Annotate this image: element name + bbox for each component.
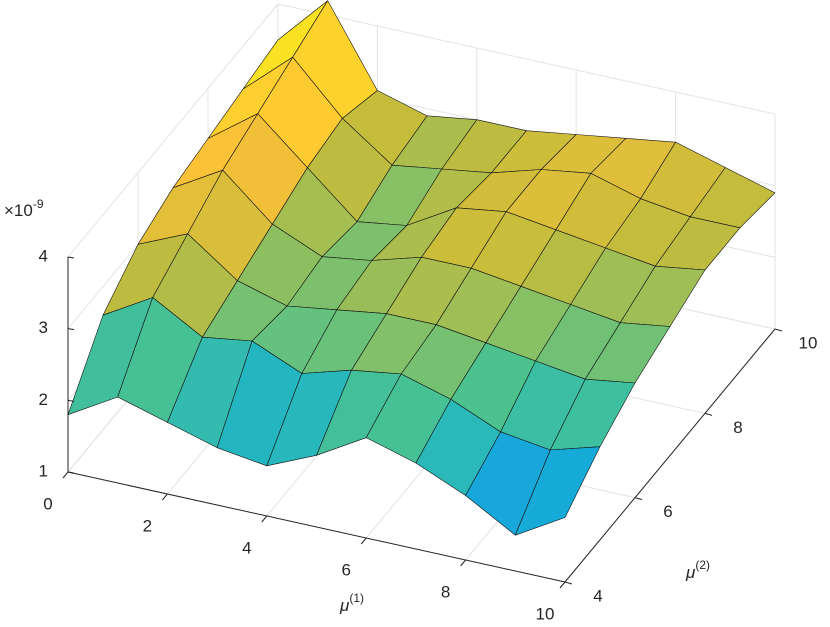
x-axis-label: μ(1)	[339, 591, 364, 615]
x-tick-label: 0	[43, 494, 52, 513]
x-tick	[559, 581, 566, 589]
y-tick-label: 6	[663, 502, 672, 521]
z-scale-exp: -9	[33, 197, 44, 211]
y-label-sup: (2)	[695, 558, 710, 572]
x-label-sup: (1)	[349, 591, 364, 605]
x-tick-label: 6	[341, 560, 350, 579]
x-tick	[62, 471, 69, 479]
y-tick-label: 4	[593, 586, 602, 605]
x-tick-label: 4	[242, 538, 251, 557]
z-tick	[67, 471, 75, 474]
z-scale-base: ×10	[4, 201, 33, 220]
x-tick	[360, 537, 367, 545]
y-tick	[564, 581, 573, 585]
y-label-base: μ	[685, 563, 696, 582]
x-label-base: μ	[339, 596, 350, 615]
x-tick	[261, 515, 268, 523]
z-tick	[67, 399, 75, 402]
x-tick-label: 10	[536, 604, 555, 623]
z-tick-label: 1	[39, 461, 48, 480]
y-tick-label: 8	[733, 418, 742, 437]
z-tick-label: 2	[39, 390, 48, 409]
grid-line	[67, 3, 279, 258]
y-tick-label: 10	[799, 333, 818, 352]
x-tick-label: 8	[441, 582, 450, 601]
surface-patch	[514, 446, 601, 536]
y-axis-label: μ(2)	[685, 558, 710, 582]
z-tick-label: 3	[39, 318, 48, 337]
y-tick	[704, 412, 713, 416]
z-tick	[67, 256, 75, 259]
y-tick	[774, 328, 783, 332]
grid-line	[277, 3, 776, 115]
y-axis	[564, 328, 776, 583]
x-tick	[460, 559, 466, 567]
x-axis	[67, 471, 566, 583]
z-tick	[67, 328, 75, 331]
y-tick	[634, 497, 643, 501]
z-scale: ×10-9	[4, 197, 44, 220]
x-tick-label: 2	[143, 516, 152, 535]
z-tick-label: 4	[39, 246, 48, 265]
x-tick	[162, 493, 168, 501]
